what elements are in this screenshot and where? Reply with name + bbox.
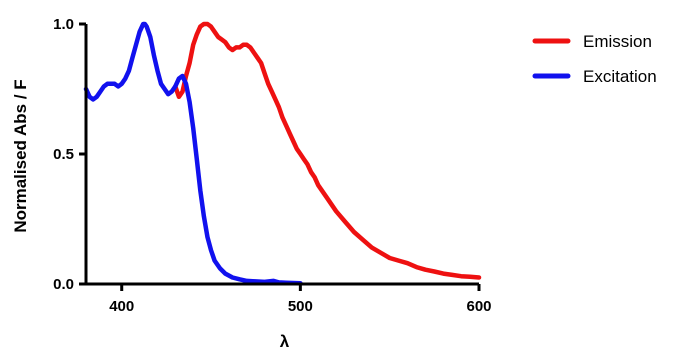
axes: 400 500 600 0.0 0.5 1.0: [53, 16, 491, 315]
series-line-emission: [173, 21, 482, 280]
legend: Emission Excitation: [532, 32, 657, 86]
y-ticks: 0.0 0.5 1.0: [53, 16, 86, 293]
x-tick-label-2: 600: [466, 298, 491, 315]
x-tick-label-1: 500: [288, 298, 313, 315]
y-tick-label-1: 0.5: [53, 146, 74, 163]
series-line-excitation: [83, 21, 303, 286]
plot-area: [83, 21, 482, 286]
y-tick-label-0: 0.0: [53, 276, 74, 293]
legend-label-emission: Emission: [583, 32, 652, 51]
y-tick-label-2: 1.0: [53, 16, 74, 33]
legend-label-excitation: Excitation: [583, 67, 657, 86]
y-axis-title: Normalised Abs / F: [11, 79, 30, 232]
x-axis-title: λ: [280, 332, 290, 351]
x-tick-label-0: 400: [109, 298, 134, 315]
x-ticks: 400 500 600: [109, 284, 492, 315]
